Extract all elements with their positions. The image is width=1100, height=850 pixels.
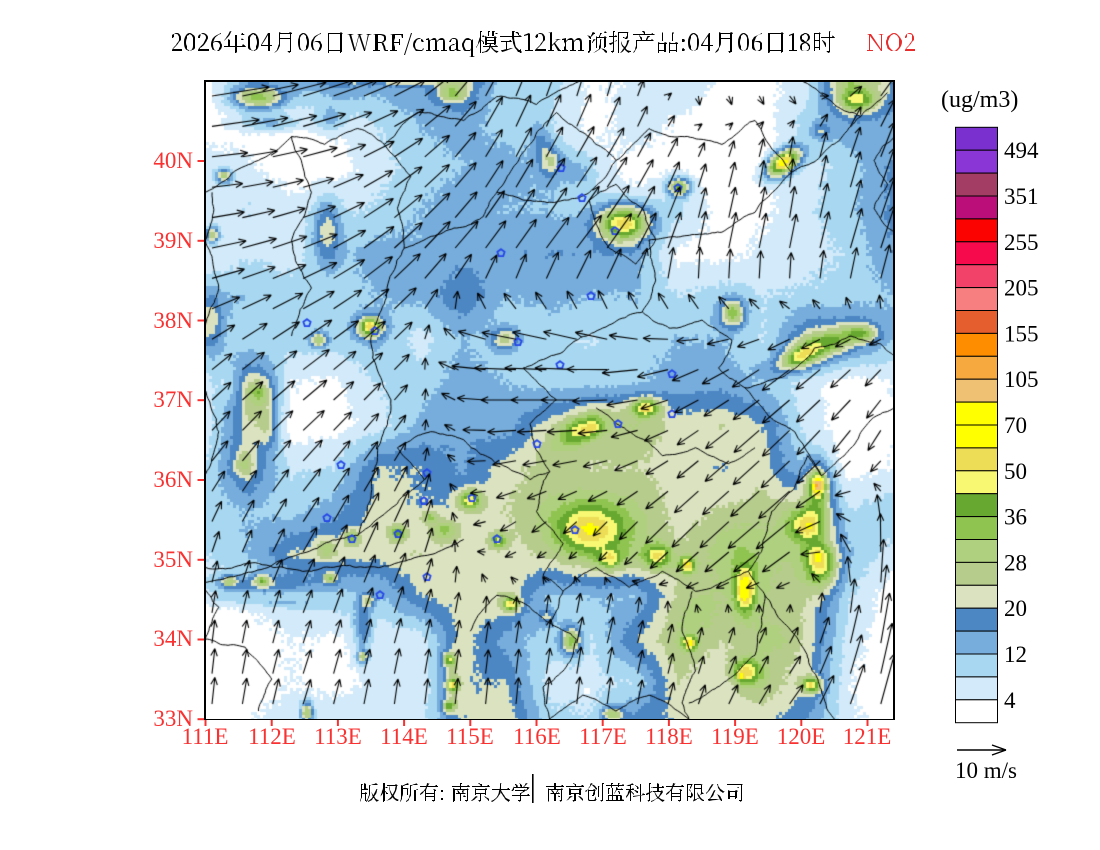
svg-text:10 m/s: 10 m/s — [955, 758, 1017, 783]
svg-text:36: 36 — [1004, 505, 1027, 530]
svg-text:28: 28 — [1004, 550, 1027, 575]
svg-text:12: 12 — [1004, 642, 1027, 667]
svg-text:20: 20 — [1004, 596, 1027, 621]
svg-text:155: 155 — [1004, 321, 1039, 346]
svg-text:(ug/m3): (ug/m3) — [941, 87, 1018, 113]
svg-text:4: 4 — [1004, 688, 1016, 713]
svg-text:50: 50 — [1004, 459, 1027, 484]
svg-text:351: 351 — [1004, 184, 1039, 209]
svg-text:494: 494 — [1004, 138, 1039, 163]
svg-text:255: 255 — [1004, 230, 1039, 255]
svg-text:70: 70 — [1004, 413, 1027, 438]
svg-text:205: 205 — [1004, 276, 1039, 301]
svg-text:105: 105 — [1004, 367, 1039, 392]
